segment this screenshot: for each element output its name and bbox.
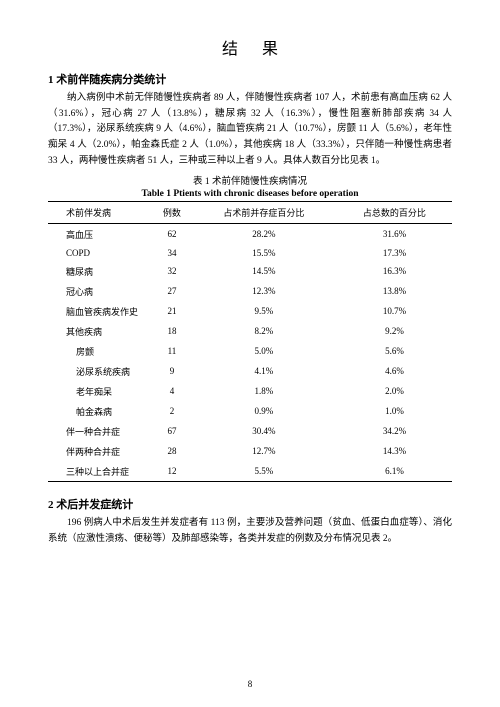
table-cell-count: 32	[153, 261, 191, 281]
table-row: 老年痴呆41.8%2.0%	[48, 381, 452, 401]
table-cell-pct1: 0.9%	[191, 401, 337, 421]
table-cell-name: 高血压	[48, 224, 153, 245]
table-cell-pct1: 15.5%	[191, 244, 337, 261]
table-cell-count: 12	[153, 461, 191, 482]
main-title: 结果	[48, 35, 452, 59]
table-cell-pct1: 9.5%	[191, 301, 337, 321]
table-cell-pct1: 28.2%	[191, 224, 337, 245]
table-cell-count: 28	[153, 441, 191, 461]
table-row: 伴两种合并症2812.7%14.3%	[48, 441, 452, 461]
table-cell-name: COPD	[48, 244, 153, 261]
table-cell-pct1: 4.1%	[191, 361, 337, 381]
table-cell-pct2: 14.3%	[337, 441, 452, 461]
table-cell-name: 老年痴呆	[48, 381, 153, 401]
table-row: 其他疾病188.2%9.2%	[48, 321, 452, 341]
table-cell-count: 21	[153, 301, 191, 321]
table-cell-pct1: 12.7%	[191, 441, 337, 461]
table-row: 糖尿病3214.5%16.3%	[48, 261, 452, 281]
table-cell-pct2: 17.3%	[337, 244, 452, 261]
table-cell-name: 伴一种合并症	[48, 421, 153, 441]
table-cell-count: 2	[153, 401, 191, 421]
table-cell-pct2: 1.0%	[337, 401, 452, 421]
table-cell-pct1: 5.5%	[191, 461, 337, 482]
table1-header-0: 术前伴发病	[48, 202, 153, 224]
table-cell-pct2: 2.0%	[337, 381, 452, 401]
table-cell-pct1: 12.3%	[191, 281, 337, 301]
table-cell-count: 4	[153, 381, 191, 401]
table-cell-pct1: 14.5%	[191, 261, 337, 281]
table-cell-name: 泌尿系统疾病	[48, 361, 153, 381]
table-cell-count: 62	[153, 224, 191, 245]
table-cell-count: 34	[153, 244, 191, 261]
table-row: 高血压6228.2%31.6%	[48, 224, 452, 245]
section2-title: 2 术后并发症统计	[48, 496, 452, 512]
section1-paragraph: 纳入病例中术前无伴随慢性疾病者 89 人，伴随慢性疾病者 107 人，术前患有高…	[48, 91, 452, 169]
table-row: 伴一种合并症6730.4%34.2%	[48, 421, 452, 441]
table-cell-pct2: 13.8%	[337, 281, 452, 301]
table-cell-pct2: 5.6%	[337, 341, 452, 361]
table-cell-name: 脑血管疾病发作史	[48, 301, 153, 321]
table-cell-pct2: 9.2%	[337, 321, 452, 341]
table-cell-pct2: 31.6%	[337, 224, 452, 245]
table-row: 泌尿系统疾病94.1%4.6%	[48, 361, 452, 381]
table-cell-count: 27	[153, 281, 191, 301]
table-cell-pct2: 34.2%	[337, 421, 452, 441]
table-cell-count: 67	[153, 421, 191, 441]
table1-header-2: 占术前并存症百分比	[191, 202, 337, 224]
table-cell-name: 伴两种合并症	[48, 441, 153, 461]
section1-title: 1 术前伴随疾病分类统计	[48, 71, 452, 87]
table-cell-name: 帕金森病	[48, 401, 153, 421]
table-row: 帕金森病20.9%1.0%	[48, 401, 452, 421]
table-cell-pct2: 6.1%	[337, 461, 452, 482]
table-row: COPD3415.5%17.3%	[48, 244, 452, 261]
table-row: 三种以上合并症125.5%6.1%	[48, 461, 452, 482]
table-cell-pct1: 5.0%	[191, 341, 337, 361]
table-cell-count: 18	[153, 321, 191, 341]
table-cell-pct1: 30.4%	[191, 421, 337, 441]
table-cell-name: 糖尿病	[48, 261, 153, 281]
table1-caption-en: Table 1 Ptients with chronic diseases be…	[48, 189, 452, 199]
table-cell-pct1: 8.2%	[191, 321, 337, 341]
table-cell-pct2: 4.6%	[337, 361, 452, 381]
table-cell-name: 其他疾病	[48, 321, 153, 341]
table-cell-name: 三种以上合并症	[48, 461, 153, 482]
table-row: 房颤115.0%5.6%	[48, 341, 452, 361]
table1-header-row: 术前伴发病 例数 占术前并存症百分比 占总数的百分比	[48, 202, 452, 224]
table-cell-count: 11	[153, 341, 191, 361]
table-row: 脑血管疾病发作史219.5%10.7%	[48, 301, 452, 321]
table1-header-3: 占总数的百分比	[337, 202, 452, 224]
table-cell-pct2: 10.7%	[337, 301, 452, 321]
table-cell-pct1: 1.8%	[191, 381, 337, 401]
table1-header-1: 例数	[153, 202, 191, 224]
section2-paragraph: 196 例病人中术后发生并发症者有 113 例，主要涉及营养问题（贫血、低蛋白血…	[48, 516, 452, 547]
table-cell-name: 冠心病	[48, 281, 153, 301]
table-cell-pct2: 16.3%	[337, 261, 452, 281]
page-number: 8	[0, 679, 500, 689]
table-row: 冠心病2712.3%13.8%	[48, 281, 452, 301]
table1: 术前伴发病 例数 占术前并存症百分比 占总数的百分比 高血压6228.2%31.…	[48, 201, 452, 482]
table-cell-count: 9	[153, 361, 191, 381]
table1-caption-cn: 表 1 术前伴随慢性疾病情况	[48, 173, 452, 187]
table-cell-name: 房颤	[48, 341, 153, 361]
